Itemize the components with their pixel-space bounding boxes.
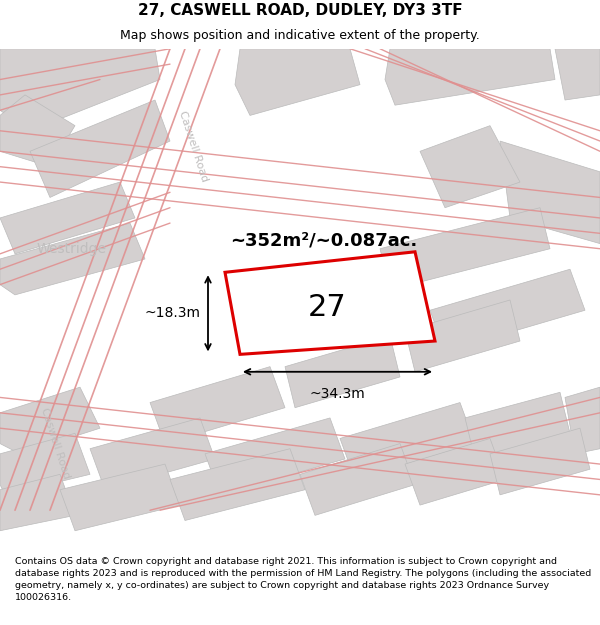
Text: ~352m²/~0.087ac.: ~352m²/~0.087ac. — [230, 232, 417, 250]
Polygon shape — [405, 439, 505, 505]
Polygon shape — [0, 474, 75, 531]
Polygon shape — [170, 449, 305, 521]
Text: ~18.3m: ~18.3m — [144, 306, 200, 321]
Polygon shape — [90, 418, 215, 490]
Text: 27, CASWELL ROAD, DUDLEY, DY3 3TF: 27, CASWELL ROAD, DUDLEY, DY3 3TF — [137, 3, 463, 18]
Polygon shape — [30, 100, 170, 198]
Polygon shape — [420, 126, 520, 208]
Polygon shape — [490, 428, 590, 495]
Polygon shape — [500, 141, 600, 244]
Polygon shape — [0, 387, 100, 454]
Text: Contains OS data © Crown copyright and database right 2021. This information is : Contains OS data © Crown copyright and d… — [15, 557, 591, 601]
Polygon shape — [465, 392, 570, 459]
Polygon shape — [555, 49, 600, 100]
Text: Caswell Road: Caswell Road — [39, 407, 71, 481]
Text: ~34.3m: ~34.3m — [309, 387, 365, 401]
Polygon shape — [285, 336, 400, 408]
Polygon shape — [0, 95, 75, 167]
Polygon shape — [430, 269, 585, 351]
Text: Caswell Road: Caswell Road — [177, 109, 209, 183]
Text: 27: 27 — [308, 292, 346, 322]
Polygon shape — [565, 387, 600, 454]
Polygon shape — [340, 402, 475, 479]
Polygon shape — [405, 300, 520, 372]
Polygon shape — [380, 208, 550, 290]
Polygon shape — [0, 433, 90, 495]
Polygon shape — [385, 49, 555, 105]
Polygon shape — [225, 252, 435, 354]
Text: Westridge: Westridge — [37, 242, 107, 256]
Polygon shape — [60, 464, 180, 531]
Polygon shape — [235, 49, 360, 116]
Polygon shape — [0, 182, 135, 254]
Polygon shape — [300, 444, 415, 516]
Polygon shape — [0, 223, 145, 295]
Polygon shape — [150, 367, 285, 444]
Polygon shape — [205, 418, 345, 495]
Polygon shape — [0, 49, 160, 131]
Text: Map shows position and indicative extent of the property.: Map shows position and indicative extent… — [120, 29, 480, 42]
